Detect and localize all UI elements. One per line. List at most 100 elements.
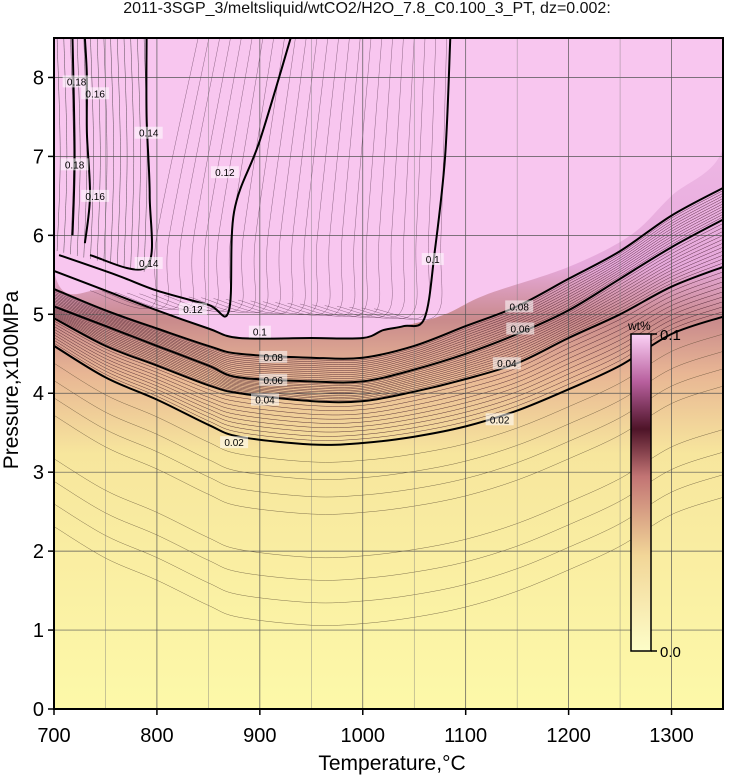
minor-contour-line xyxy=(54,200,723,369)
contour-label-bg xyxy=(259,373,288,386)
minor-contour-line xyxy=(250,38,339,316)
minor-contour-line xyxy=(324,38,404,318)
x-tick-label: 800 xyxy=(140,725,173,747)
high-value-region xyxy=(54,38,723,339)
contour-line-0.1 xyxy=(54,38,452,340)
colorbar-max-label: 0.1 xyxy=(660,327,681,344)
contour-label: 0.16 xyxy=(85,192,105,203)
minor-contour-line xyxy=(54,208,723,375)
x-axis-label: Temperature,°C xyxy=(318,752,465,775)
contour-label-bg xyxy=(210,166,239,179)
y-tick-label: 2 xyxy=(33,541,44,563)
minor-contour-line xyxy=(54,333,723,463)
minor-contour-line xyxy=(299,38,382,317)
x-tick-label: 1200 xyxy=(546,725,591,747)
minor-contour-line xyxy=(54,246,723,395)
y-axis-label: Pressure,x100MPa xyxy=(0,290,23,469)
minor-contour-line xyxy=(54,195,723,365)
contour-label-bg xyxy=(248,325,271,338)
contour-label: 0.04 xyxy=(497,359,517,370)
colorbar-bar xyxy=(630,333,652,652)
contour-label: 0.1 xyxy=(426,255,440,266)
colorbar-min-label: 0.0 xyxy=(660,644,681,661)
minor-contour-line xyxy=(54,291,723,424)
y-tick-label: 7 xyxy=(33,146,44,168)
contour-label: 0.06 xyxy=(511,325,531,336)
minor-contour-line xyxy=(54,271,723,407)
contour-label-bg xyxy=(60,158,89,171)
y-tick-label: 0 xyxy=(33,699,44,721)
minor-contour-line xyxy=(54,242,723,393)
colorbar: wt% 0.1 0.0 xyxy=(627,319,681,661)
minor-contour-line xyxy=(54,227,723,386)
minor-contour-line xyxy=(238,38,328,315)
minor-contour-line xyxy=(54,451,723,581)
minor-contour-line xyxy=(213,38,307,314)
x-tick-label: 1000 xyxy=(341,725,386,747)
contour-label-bg xyxy=(506,322,535,335)
contour-label: 0.14 xyxy=(139,129,159,140)
minor-contour-line xyxy=(127,38,231,311)
minor-contour-line xyxy=(54,231,723,388)
minor-contour-line xyxy=(54,193,723,363)
minor-contour-line xyxy=(54,281,723,416)
minor-contour-line xyxy=(102,38,210,310)
minor-contour-line xyxy=(54,235,723,390)
contour-label: 0.12 xyxy=(183,305,203,316)
minor-contour-line xyxy=(114,38,220,310)
minor-contour-line xyxy=(54,311,723,441)
minor-contour-line xyxy=(54,497,723,626)
contour-line-0.18 xyxy=(71,38,76,236)
contour-label: 0.12 xyxy=(215,168,235,179)
minor-contour-line xyxy=(54,296,723,429)
contour-label-bg xyxy=(62,75,91,88)
minor-contour-line xyxy=(312,38,393,318)
contour-label: 0.08 xyxy=(509,302,529,313)
contour-line-0.06 xyxy=(54,218,723,384)
minor-contour-line xyxy=(54,214,723,379)
minor-contour-line xyxy=(201,38,296,314)
contour-label: 0.16 xyxy=(85,89,105,100)
x-tick-label: 700 xyxy=(37,725,70,747)
contour-label-bg xyxy=(220,436,249,449)
contour-line-0.08 xyxy=(54,187,723,360)
contour-label: 0.14 xyxy=(139,259,159,270)
contour-line-0.02 xyxy=(54,315,723,446)
minor-contour-line xyxy=(287,38,372,317)
minor-contour-line xyxy=(54,385,723,515)
minor-contour-line xyxy=(54,254,723,398)
x-tick-label: 1100 xyxy=(444,725,487,747)
contour-label-bg xyxy=(485,413,514,426)
minor-contour-line xyxy=(54,223,723,385)
minor-contour-line xyxy=(54,190,723,361)
minor-contour-line xyxy=(54,198,723,367)
y-tick-label: 3 xyxy=(33,462,44,484)
y-tick-label: 5 xyxy=(33,304,44,326)
x-tick-label: 900 xyxy=(243,725,276,747)
y-tick-label: 4 xyxy=(33,383,44,405)
y-tick-label: 1 xyxy=(33,620,44,642)
contour-label: 0.18 xyxy=(65,160,85,171)
minor-contour-line xyxy=(54,239,723,391)
contour-label-bg xyxy=(250,393,279,406)
contour-label-bg xyxy=(134,126,163,139)
minor-contour-line xyxy=(336,38,415,319)
minor-contour-line xyxy=(54,206,723,373)
colorbar-unit-label: wt% xyxy=(627,319,651,333)
minor-contour-line xyxy=(54,351,723,480)
minor-contour-line xyxy=(54,301,723,433)
minor-contour-line xyxy=(225,38,318,314)
minor-contour-line xyxy=(54,286,723,420)
minor-contour-line xyxy=(54,276,723,411)
minor-contour-line xyxy=(54,474,723,604)
minor-contour-line xyxy=(54,250,723,396)
contour-label-bg xyxy=(134,256,163,269)
contour-labels: 0.02 0.04 0.06 0.08 0.1 0.12 0.08 0.06 0.04 0.02 0… xyxy=(60,75,535,449)
x-tick-label: 1300 xyxy=(649,725,694,747)
contour-label: 0.02 xyxy=(490,415,510,426)
contour-label-bg xyxy=(178,302,207,315)
minor-contour-line xyxy=(54,216,723,381)
contour-line-0.04 xyxy=(54,265,723,404)
contour-label: 0.02 xyxy=(224,438,244,449)
